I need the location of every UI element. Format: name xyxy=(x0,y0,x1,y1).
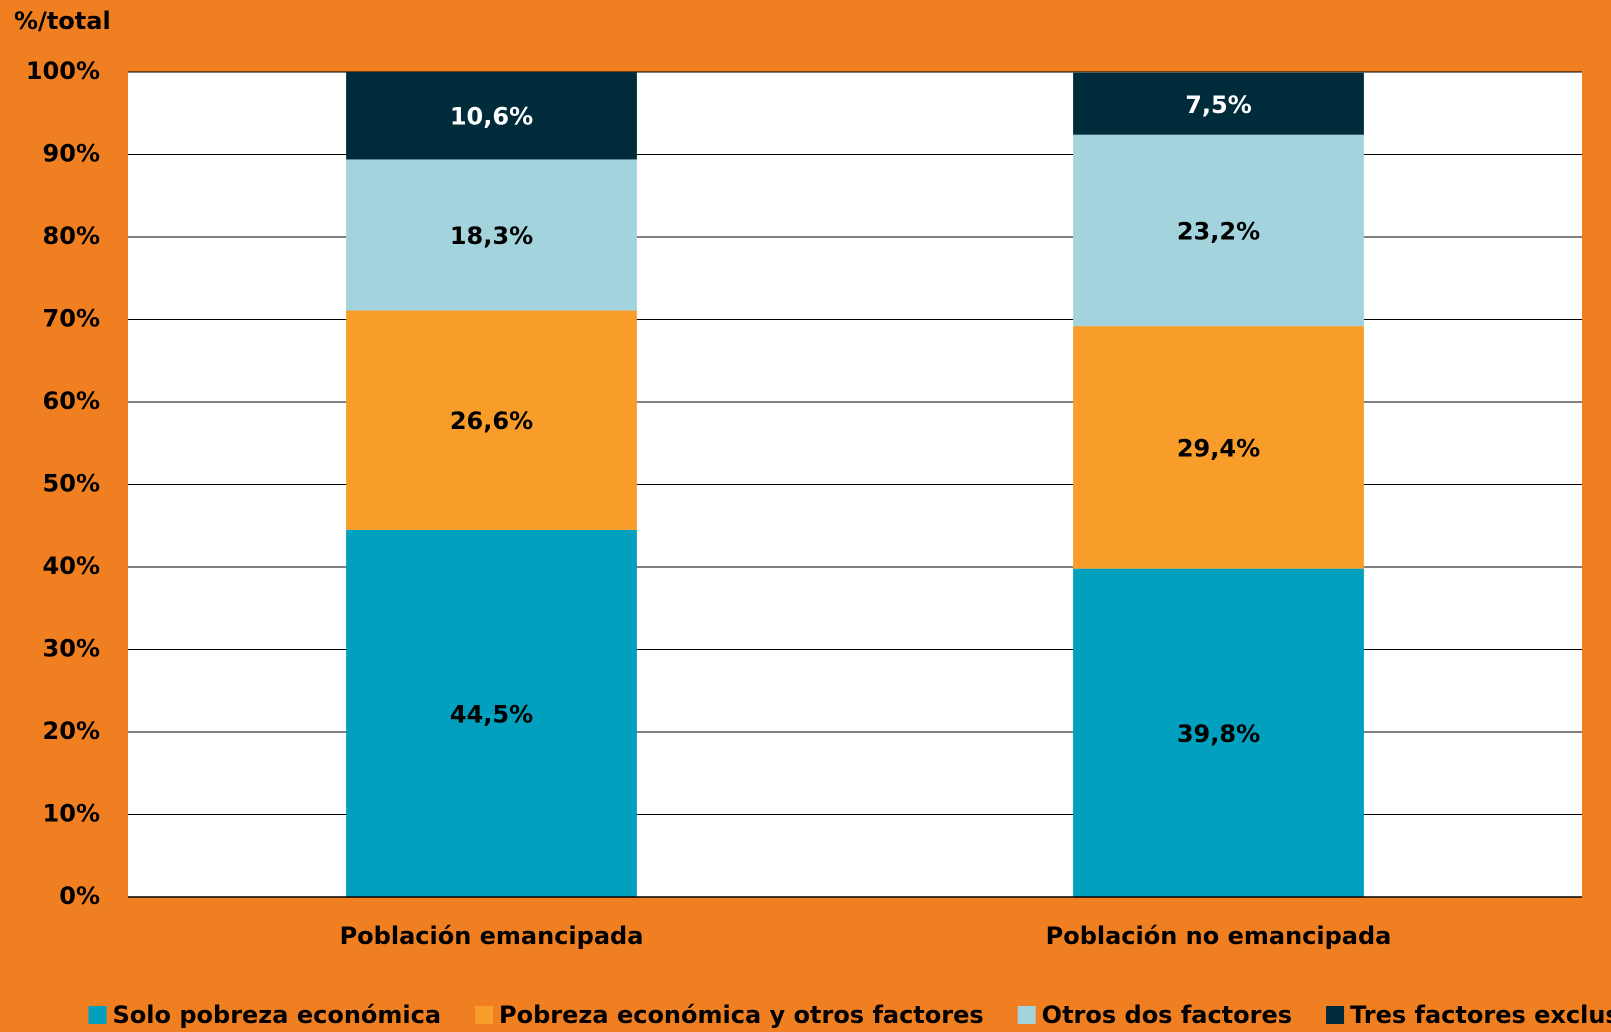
data-label: 18,3% xyxy=(450,222,533,250)
bar-segment xyxy=(1073,326,1364,569)
y-tick-label: 10% xyxy=(43,800,100,828)
data-label: 26,6% xyxy=(450,407,533,435)
bar-segment xyxy=(346,159,637,311)
y-axis-label: %/total xyxy=(14,7,111,35)
legend-label: Pobreza económica y otros factores xyxy=(499,1001,984,1029)
data-label: 29,4% xyxy=(1177,434,1260,462)
x-tick-label: Población no emancipada xyxy=(1046,922,1392,950)
y-tick-label: 60% xyxy=(43,387,100,415)
y-tick-label: 30% xyxy=(43,635,100,663)
legend-label: Otros dos factores xyxy=(1042,1001,1292,1029)
y-tick-label: 100% xyxy=(26,57,100,85)
y-tick-label: 20% xyxy=(43,717,100,745)
legend-swatch xyxy=(475,1006,494,1024)
y-tick-label: 0% xyxy=(59,882,100,910)
data-label: 7,5% xyxy=(1185,91,1252,119)
y-tick-label: 80% xyxy=(43,222,100,250)
bar-segment xyxy=(1073,134,1364,327)
data-label: 23,2% xyxy=(1177,217,1260,245)
legend-swatch xyxy=(1326,1006,1345,1024)
y-tick-label: 70% xyxy=(43,305,100,333)
data-label: 44,5% xyxy=(450,700,533,728)
legend-swatch xyxy=(88,1006,107,1024)
data-label: 10,6% xyxy=(450,103,533,131)
bar-segment xyxy=(346,310,637,530)
bar-segment xyxy=(1073,72,1364,135)
y-tick-label: 90% xyxy=(43,140,100,168)
legend-swatch xyxy=(1017,1006,1036,1024)
y-tick-label: 50% xyxy=(43,470,100,498)
legend-label: Tres factores exclusión xyxy=(1350,1001,1611,1029)
x-tick-label: Población emancipada xyxy=(340,922,644,950)
legend: Solo pobreza económica Pobreza económica … xyxy=(88,1001,1611,1029)
bar-segment xyxy=(346,72,637,160)
legend-label: Solo pobreza económica xyxy=(113,1001,442,1029)
y-tick-label: 40% xyxy=(43,552,100,580)
data-label: 39,8% xyxy=(1177,720,1260,748)
bar-segment xyxy=(346,529,637,897)
bar-segment xyxy=(1073,568,1364,897)
